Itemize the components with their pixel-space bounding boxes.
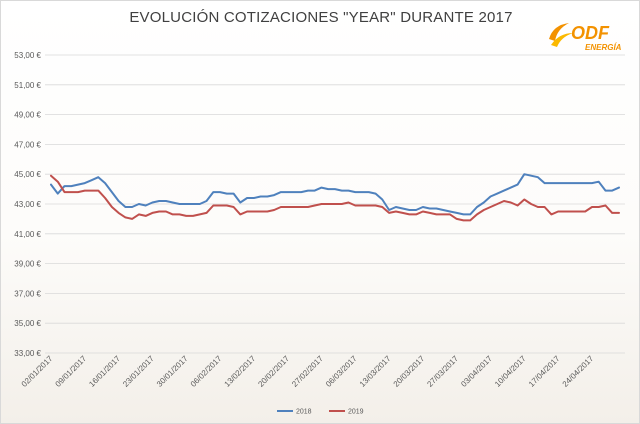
x-tick-label: 24/04/2017 [561,354,596,389]
series-lines [50,173,620,222]
x-tick-label: 23/01/2017 [121,354,156,389]
logo-subtext: ENERGÍA [585,43,622,52]
y-tick-label: 39,00 € [14,260,41,269]
y-tick-label: 41,00 € [14,230,41,239]
series-line-2018 [50,173,620,216]
y-tick-label: 45,00 € [14,170,41,179]
x-tick-label: 02/01/2017 [20,354,55,389]
series-line-2019 [50,174,620,222]
y-tick-label: 37,00 € [14,289,41,298]
y-tick-label: 49,00 € [14,111,41,120]
x-tick-label: 17/04/2017 [527,354,562,389]
logo-swoosh-icon [549,23,573,47]
legend-label-2019: 2019 [348,409,364,416]
y-tick-label: 43,00 € [14,200,41,209]
x-tick-label: 06/02/2017 [189,354,224,389]
y-tick-label: 47,00 € [14,140,41,149]
y-tick-label: 33,00 € [14,349,41,358]
chart-title: EVOLUCIÓN COTIZACIONES "YEAR" DURANTE 20… [129,9,513,26]
odf-logo: ODF ENERGÍA [549,23,622,52]
y-axis-ticks: 33,00 € 35,00 € 37,00 € 39,00 € 41,00 € 43,00… [14,51,41,358]
logo-text: ODF [571,23,610,43]
x-tick-label: 27/03/2017 [425,354,460,389]
x-tick-label: 06/03/2017 [324,354,359,389]
x-tick-label: 13/03/2017 [358,354,393,389]
x-tick-label: 20/03/2017 [392,354,427,389]
x-tick-label: 13/02/2017 [223,354,258,389]
y-tick-label: 51,00 € [14,81,41,90]
x-tick-label: 20/02/2017 [256,354,291,389]
y-tick-label: 53,00 € [14,51,41,60]
y-tick-label: 35,00 € [14,319,41,328]
x-tick-label: 10/04/2017 [493,354,528,389]
x-tick-label: 27/02/2017 [290,354,325,389]
x-tick-label: 03/04/2017 [459,354,494,389]
legend: 2018 2019 [277,409,364,416]
x-tick-label: 09/01/2017 [54,354,89,389]
x-axis-ticks: 02/01/2017 09/01/2017 16/01/2017 23/01/2017… [20,354,596,389]
legend-label-2018: 2018 [296,409,312,416]
x-tick-label: 16/01/2017 [87,354,122,389]
x-tick-label: 30/01/2017 [155,354,190,389]
